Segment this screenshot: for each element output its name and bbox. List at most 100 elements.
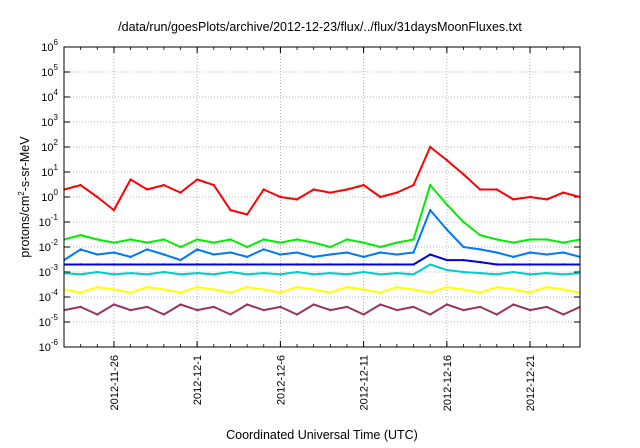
data-point [345,263,349,266]
data-point [195,285,199,289]
data-point [395,285,399,289]
data-point [412,183,415,187]
x-tick-label: 2012-12-16 [442,355,454,411]
data-point [495,273,498,276]
data-point [146,285,149,289]
data-point [379,263,382,266]
data-point [428,263,432,266]
data-point [462,220,465,224]
data-point [395,241,399,244]
data-point [96,238,99,241]
data-point [262,238,265,241]
data-point [129,308,132,312]
data-point [412,305,415,309]
data-point [545,263,548,266]
data-point [112,288,116,291]
data-point [478,248,482,251]
data-point [362,270,365,274]
data-point [279,263,282,266]
data-point [112,241,116,244]
data-point [179,245,182,249]
y-tick-label: 10-1 [39,213,59,229]
data-point [112,251,116,254]
data-point [329,245,332,249]
data-point [129,263,132,266]
data-point [362,241,365,244]
series-line [64,286,580,294]
data-point [545,198,548,201]
data-point [329,263,332,266]
data-point [112,303,116,306]
data-point [279,305,282,309]
chart-title: /data/run/goesPlots/archive/2012-12-23/f… [118,20,522,34]
data-point [212,305,216,309]
data-point [312,273,315,276]
data-point [129,255,132,259]
data-point [478,260,482,264]
data-point [179,191,182,194]
data-point [412,273,415,276]
data-point [379,195,382,199]
data-point [478,233,482,237]
data-point [179,291,182,294]
x-tick-label: 2012-12-6 [275,355,287,405]
data-point [229,208,232,212]
data-point [295,285,299,289]
data-point [428,208,432,212]
data-point [245,273,249,276]
data-point [528,308,532,312]
data-point [262,263,265,266]
data-point [395,271,399,275]
data-point [329,253,332,256]
data-point [445,158,449,162]
data-point [212,263,216,266]
data-point [445,268,449,272]
data-point [512,288,515,291]
data-point [495,263,498,266]
data-point [445,228,449,231]
data-point [495,188,498,191]
data-point [96,263,99,266]
data-point [562,273,565,276]
x-tick-label: 2012-12-1 [192,355,204,405]
data-point [395,253,399,256]
data-point [562,263,565,266]
data-point [379,291,382,294]
x-axis-label: Coordinated Universal Time (UTC) [226,428,418,442]
data-point [379,273,382,276]
data-point [146,188,149,191]
data-point [329,191,332,194]
data-point [312,303,315,306]
data-point [345,285,349,289]
data-point [528,291,532,294]
data-point [195,248,199,251]
data-point [462,308,465,312]
data-point [112,263,116,266]
data-point [179,273,182,276]
data-point [195,238,199,241]
data-point [379,251,382,254]
data-point [445,285,449,289]
data-point [212,253,216,256]
data-point [212,273,216,276]
data-point [395,308,399,312]
data-point [179,303,182,306]
series-line [64,146,580,216]
data-point [312,263,315,266]
data-point [295,313,299,316]
data-point [279,241,282,244]
data-point [462,258,465,262]
data-point [428,145,432,149]
data-point [146,305,149,309]
data-point [412,251,415,254]
data-point [229,313,232,316]
data-point [528,251,532,254]
data-point [329,291,332,294]
data-point [462,173,465,176]
y-tick-label: 100 [41,188,58,204]
data-point [245,213,249,216]
data-point [495,238,498,241]
data-point [312,255,315,259]
data-point [162,238,166,241]
data-point [345,273,349,276]
